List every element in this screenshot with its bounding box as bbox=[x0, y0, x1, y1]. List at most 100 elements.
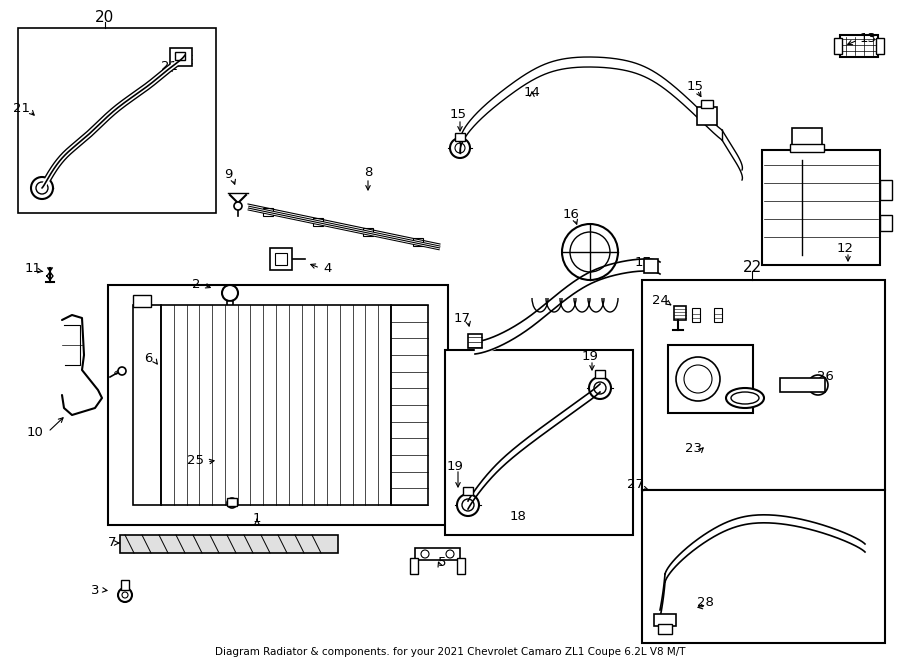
Text: 15: 15 bbox=[449, 108, 466, 122]
Text: 13: 13 bbox=[860, 32, 877, 44]
Circle shape bbox=[227, 498, 237, 508]
Bar bbox=[263, 208, 273, 216]
Bar bbox=[363, 228, 373, 236]
Bar bbox=[692, 308, 700, 322]
Bar bbox=[595, 370, 605, 378]
Bar bbox=[133, 305, 161, 505]
Bar bbox=[674, 306, 686, 320]
Text: 19: 19 bbox=[581, 350, 598, 362]
Bar bbox=[644, 259, 658, 273]
Circle shape bbox=[118, 588, 132, 602]
Bar bbox=[880, 180, 892, 200]
Bar bbox=[455, 133, 465, 141]
Circle shape bbox=[234, 202, 242, 210]
Text: 9: 9 bbox=[224, 169, 232, 182]
Bar bbox=[457, 558, 465, 574]
Circle shape bbox=[457, 494, 479, 516]
Bar bbox=[780, 378, 825, 392]
Text: 19: 19 bbox=[446, 459, 464, 473]
Text: 16: 16 bbox=[562, 208, 580, 221]
Text: 21: 21 bbox=[161, 61, 178, 73]
Bar bbox=[654, 614, 676, 626]
Bar bbox=[108, 285, 448, 525]
Bar bbox=[668, 345, 753, 413]
Bar bbox=[175, 52, 185, 60]
Ellipse shape bbox=[731, 392, 759, 404]
Bar bbox=[445, 350, 633, 535]
Bar bbox=[714, 308, 722, 322]
Bar bbox=[227, 301, 233, 311]
Bar bbox=[275, 253, 287, 265]
Circle shape bbox=[118, 367, 126, 375]
Bar bbox=[701, 100, 713, 108]
Circle shape bbox=[589, 377, 611, 399]
Bar bbox=[170, 48, 192, 66]
Text: Diagram Radiator & components. for your 2021 Chevrolet Camaro ZL1 Coupe 6.2L V8 : Diagram Radiator & components. for your … bbox=[215, 647, 685, 657]
Bar bbox=[463, 487, 473, 495]
Bar bbox=[697, 107, 717, 125]
Circle shape bbox=[594, 382, 606, 394]
Text: 11: 11 bbox=[24, 262, 41, 274]
Ellipse shape bbox=[726, 388, 764, 408]
Text: 25: 25 bbox=[187, 453, 204, 467]
Text: 5: 5 bbox=[437, 557, 446, 570]
Text: 2: 2 bbox=[192, 278, 200, 292]
Text: 14: 14 bbox=[524, 85, 540, 98]
Circle shape bbox=[31, 177, 53, 199]
Bar bbox=[415, 548, 460, 560]
Bar bbox=[642, 490, 885, 643]
Text: 27: 27 bbox=[626, 479, 644, 492]
Circle shape bbox=[462, 499, 474, 511]
Bar bbox=[161, 305, 391, 505]
Circle shape bbox=[808, 375, 828, 395]
Bar bbox=[313, 218, 323, 226]
Bar bbox=[120, 535, 338, 553]
Text: 12: 12 bbox=[836, 241, 853, 254]
Text: 1: 1 bbox=[253, 512, 261, 524]
Text: 3: 3 bbox=[91, 584, 99, 596]
Bar bbox=[270, 248, 292, 270]
Text: 4: 4 bbox=[324, 262, 332, 274]
Circle shape bbox=[570, 232, 610, 272]
Text: 10: 10 bbox=[27, 426, 43, 438]
Bar bbox=[133, 295, 151, 307]
Text: 8: 8 bbox=[364, 167, 373, 180]
Bar bbox=[876, 38, 884, 54]
Text: 17: 17 bbox=[634, 256, 652, 270]
Text: 20: 20 bbox=[95, 9, 114, 24]
Bar bbox=[658, 624, 672, 634]
Bar bbox=[880, 215, 892, 231]
Text: 15: 15 bbox=[687, 79, 704, 93]
Bar bbox=[18, 28, 216, 213]
Text: 21: 21 bbox=[14, 102, 31, 114]
Bar bbox=[391, 305, 428, 505]
Text: 22: 22 bbox=[742, 260, 761, 274]
Bar bbox=[792, 128, 822, 152]
Circle shape bbox=[421, 550, 429, 558]
Text: 24: 24 bbox=[652, 293, 669, 307]
Text: 26: 26 bbox=[816, 369, 833, 383]
Bar bbox=[840, 35, 878, 57]
Text: 17: 17 bbox=[454, 311, 471, 325]
Circle shape bbox=[36, 182, 48, 194]
Bar bbox=[121, 580, 129, 590]
Text: 6: 6 bbox=[144, 352, 152, 364]
Text: 23: 23 bbox=[685, 442, 701, 455]
Bar bbox=[410, 558, 418, 574]
Circle shape bbox=[446, 550, 454, 558]
Bar bbox=[834, 38, 842, 54]
Circle shape bbox=[684, 365, 712, 393]
Bar bbox=[790, 144, 824, 152]
Circle shape bbox=[122, 592, 128, 598]
Text: 18: 18 bbox=[509, 510, 526, 522]
Bar bbox=[468, 334, 482, 348]
Circle shape bbox=[455, 143, 465, 153]
Circle shape bbox=[813, 380, 823, 390]
Circle shape bbox=[562, 224, 618, 280]
Circle shape bbox=[222, 285, 238, 301]
Circle shape bbox=[676, 357, 720, 401]
Bar bbox=[642, 280, 885, 490]
Bar bbox=[413, 238, 423, 246]
Circle shape bbox=[450, 138, 470, 158]
Bar bbox=[762, 150, 880, 265]
